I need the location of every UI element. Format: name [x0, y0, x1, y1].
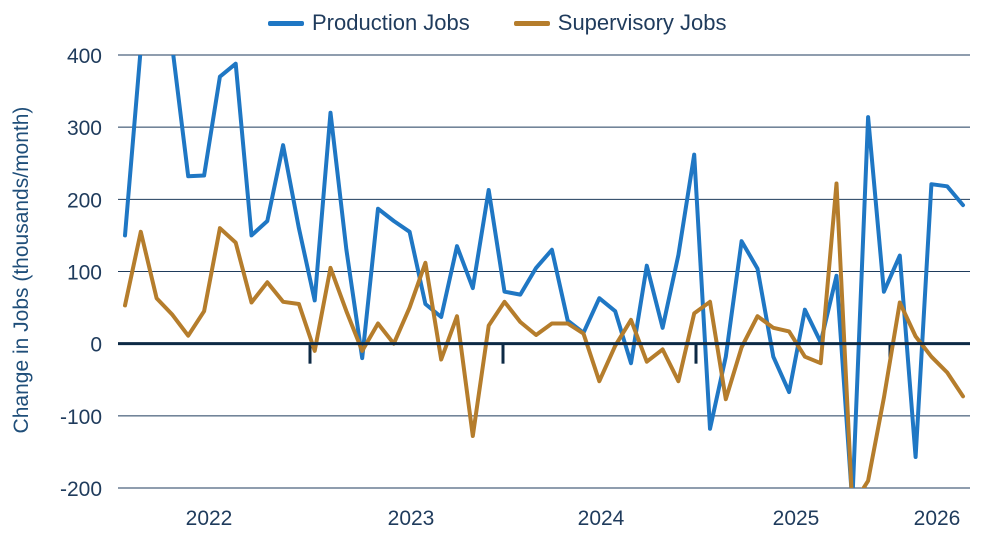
legend-label-production: Production Jobs — [312, 10, 470, 35]
series-line-supervisory-jobs — [123, 181, 965, 488]
legend: Production Jobs Supervisory Jobs — [268, 10, 727, 36]
legend-swatch-supervisory — [513, 20, 550, 26]
x-tick-label: 2025 — [773, 507, 820, 530]
x-tick-label: 2026 — [914, 507, 961, 530]
x-tick-labels: 2022 2023 2024 2025 2026 — [186, 507, 961, 530]
series-line-production-jobs — [123, 55, 965, 488]
y-tick-label: -200 — [60, 478, 102, 501]
grid-lines — [118, 54, 970, 489]
y-tick-label: 300 — [67, 117, 102, 140]
legend-label-supervisory: Supervisory Jobs — [557, 10, 727, 35]
y-tick-label: 100 — [67, 262, 102, 285]
legend-item-supervisory: Supervisory Jobs — [513, 10, 727, 36]
y-axis-label: Change in Jobs (thousands/month) — [10, 106, 33, 434]
series-lines — [123, 55, 965, 488]
legend-swatch-production — [268, 20, 304, 26]
y-tick-label: 0 — [90, 334, 102, 357]
y-tick-label: 200 — [67, 189, 102, 212]
x-tick-label: 2022 — [186, 507, 233, 530]
y-tick-label: 400 — [67, 45, 102, 68]
x-tick-label: 2023 — [388, 507, 435, 530]
legend-item-production: Production Jobs — [268, 10, 470, 36]
y-tick-label: -100 — [60, 406, 102, 429]
y-tick-labels: 400 300 200 100 0 -100 -200 — [60, 45, 102, 501]
x-tick-label: 2024 — [578, 507, 625, 530]
